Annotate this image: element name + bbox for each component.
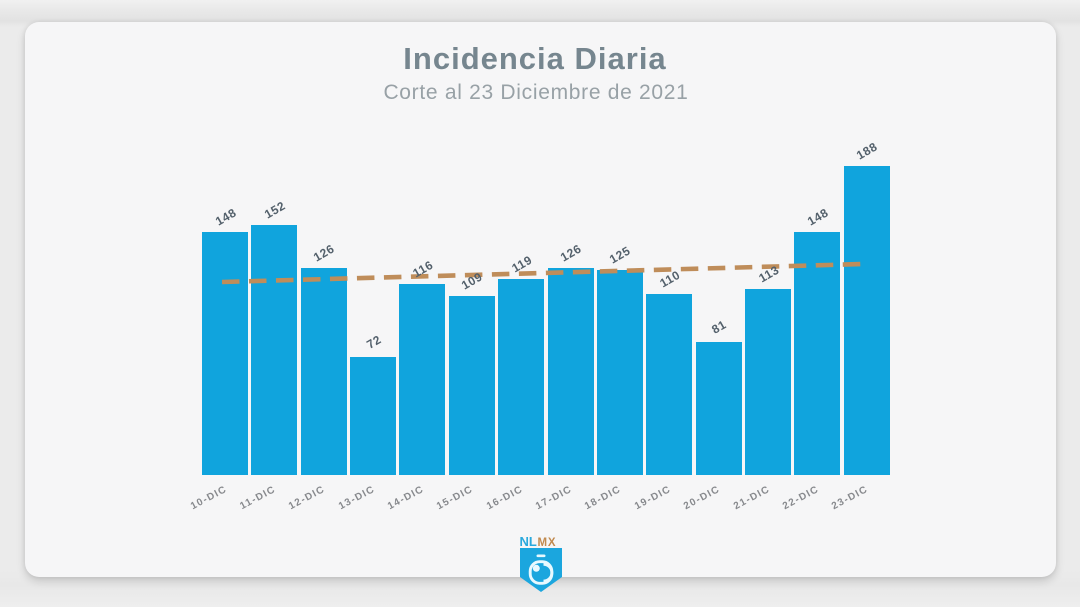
- svg-text:MX: MX: [538, 537, 557, 549]
- svg-text:NL: NL: [520, 534, 537, 549]
